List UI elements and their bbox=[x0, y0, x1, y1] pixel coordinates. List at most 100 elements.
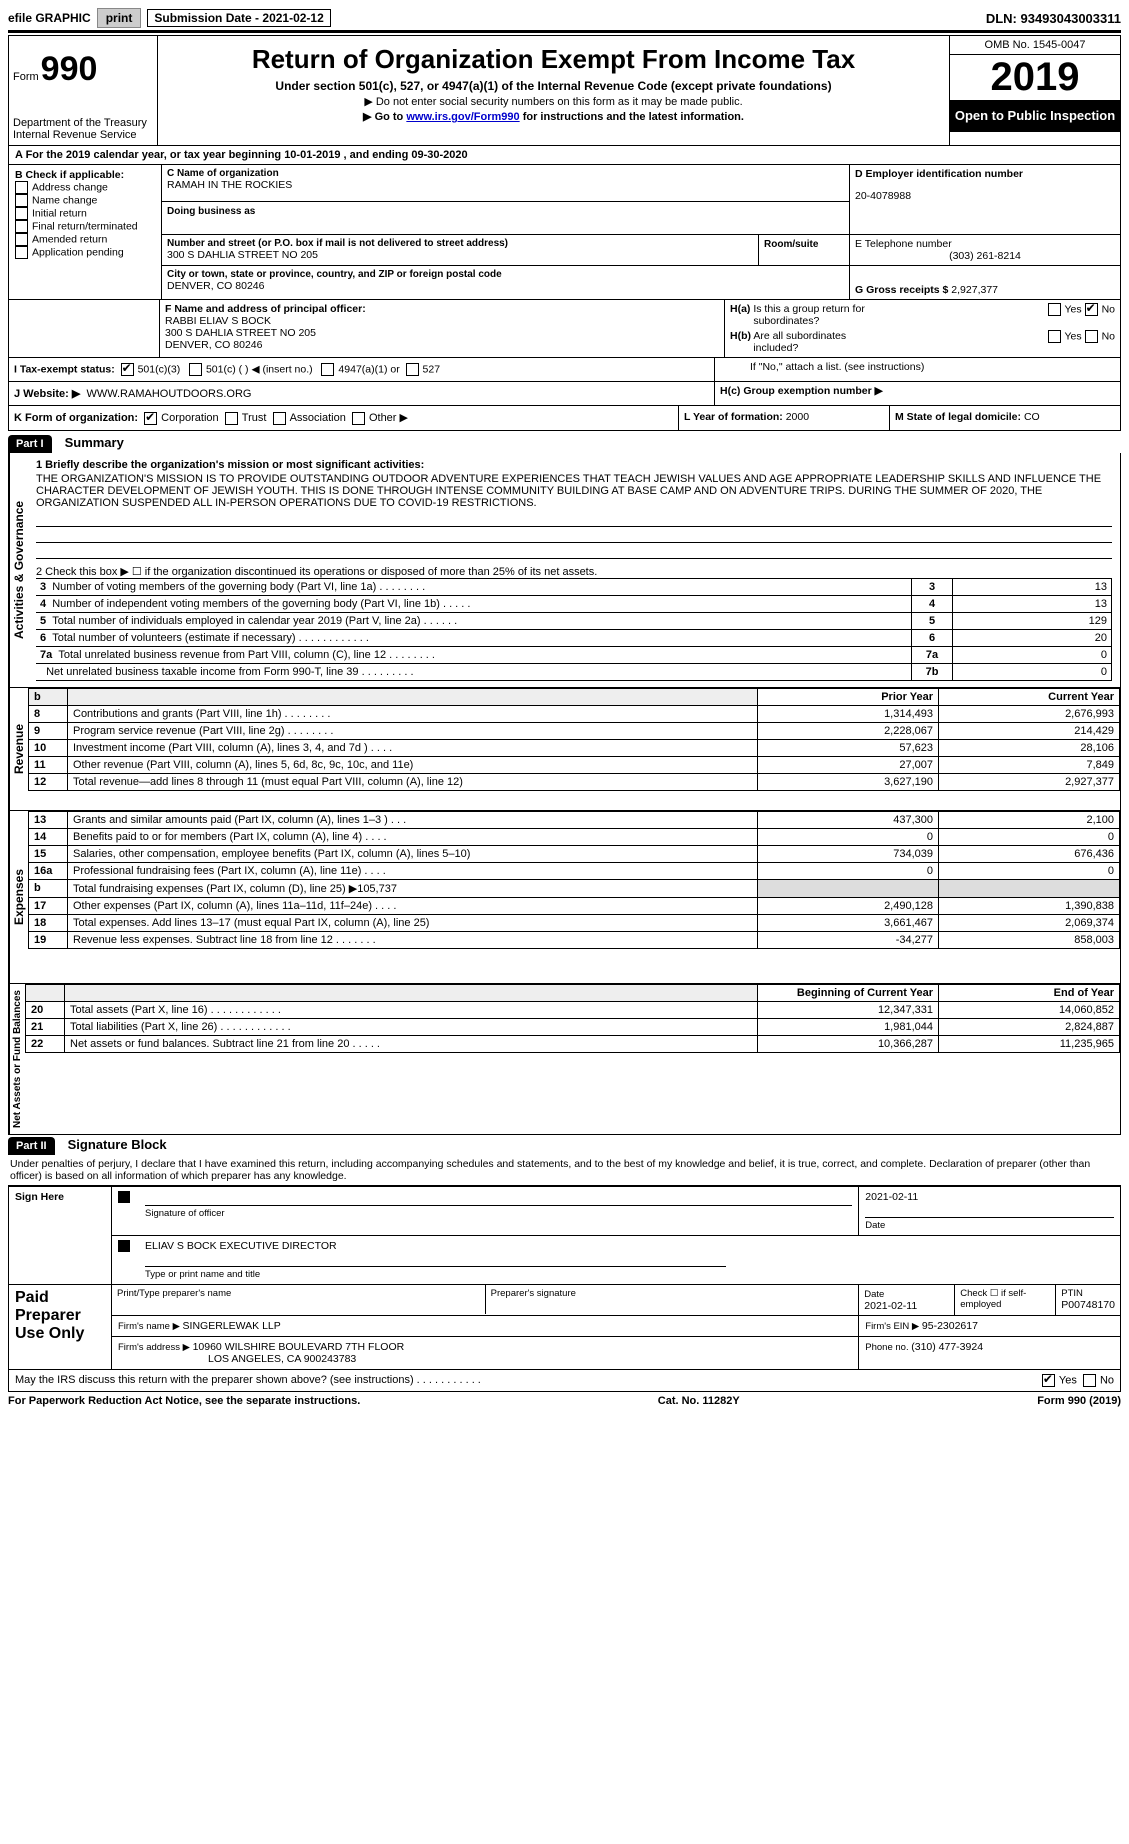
mission-lbl: 1 Briefly describe the organization's mi… bbox=[36, 459, 424, 471]
sig-officer-lbl: Signature of officer bbox=[145, 1208, 852, 1219]
hb-note: If "No," attach a list. (see instruction… bbox=[720, 361, 1115, 373]
irs-link[interactable]: www.irs.gov/Form990 bbox=[406, 111, 519, 123]
g-lbl: G Gross receipts $ bbox=[855, 284, 951, 296]
efile-label: efile GRAPHIC bbox=[8, 11, 91, 25]
period-row: A For the 2019 calendar year, or tax yea… bbox=[8, 146, 1121, 165]
firm-phone: (310) 477-3924 bbox=[911, 1341, 983, 1353]
chk-trust[interactable] bbox=[225, 412, 238, 425]
section-bcdeg: B Check if applicable: Address change Na… bbox=[8, 165, 1121, 300]
chk-527[interactable] bbox=[406, 363, 419, 376]
part2-label: Part II bbox=[8, 1137, 55, 1155]
discuss-yes[interactable] bbox=[1042, 1374, 1055, 1387]
c-name-lbl: C Name of organization bbox=[167, 168, 844, 179]
form-subtitle: Under section 501(c), 527, or 4947(a)(1)… bbox=[164, 79, 943, 93]
ha-no[interactable] bbox=[1085, 303, 1098, 316]
netassets-table: Beginning of Current YearEnd of Year20To… bbox=[25, 984, 1120, 1053]
governance-block: Activities & Governance 1 Briefly descri… bbox=[8, 453, 1121, 688]
chk-address[interactable] bbox=[15, 181, 28, 194]
ptin-lbl: PTIN bbox=[1061, 1288, 1115, 1299]
footer-right: Form 990 (2019) bbox=[1037, 1395, 1121, 1407]
discuss-no[interactable] bbox=[1083, 1374, 1096, 1387]
officer-addr2: DENVER, CO 80246 bbox=[165, 339, 719, 351]
j-lbl: J Website: ▶ bbox=[14, 388, 80, 400]
form-header: Form 990 Department of the Treasury Inte… bbox=[8, 35, 1121, 146]
chk-501c3[interactable] bbox=[121, 363, 134, 376]
chk-other[interactable] bbox=[352, 412, 365, 425]
revenue-table: bPrior YearCurrent Year8Contributions an… bbox=[28, 688, 1120, 791]
officer-name: RABBI ELIAV S BOCK bbox=[165, 315, 719, 327]
vert-revenue: Revenue bbox=[9, 688, 28, 810]
city-state-zip: DENVER, CO 80246 bbox=[167, 280, 844, 292]
line2: 2 Check this box ▶ ☐ if the organization… bbox=[36, 565, 1112, 578]
officer-sig-name: ELIAV S BOCK EXECUTIVE DIRECTOR bbox=[145, 1240, 1114, 1252]
footer-cat: Cat. No. 11282Y bbox=[658, 1395, 740, 1407]
hb-no[interactable] bbox=[1085, 330, 1098, 343]
submission-date-box: Submission Date - 2021-02-12 bbox=[147, 9, 330, 27]
revenue-block: Revenue bPrior YearCurrent Year8Contribu… bbox=[8, 688, 1121, 811]
officer-addr1: 300 S DAHLIA STREET NO 205 bbox=[165, 327, 719, 339]
hb-yes[interactable] bbox=[1048, 330, 1061, 343]
b-label: B Check if applicable: bbox=[15, 169, 124, 181]
sig-name-lbl: Type or print name and title bbox=[145, 1269, 1114, 1280]
part2-title: Signature Block bbox=[68, 1137, 167, 1152]
prep-name-lbl: Print/Type preparer's name bbox=[117, 1288, 480, 1299]
form-title: Return of Organization Exempt From Incom… bbox=[164, 44, 943, 75]
chk-assoc[interactable] bbox=[273, 412, 286, 425]
ein: 20-4078988 bbox=[855, 190, 1115, 202]
sign-here: Sign Here bbox=[9, 1186, 112, 1284]
firm-addr1: 10960 WILSHIRE BOULEVARD 7TH FLOOR bbox=[193, 1341, 405, 1353]
firm-ein: 95-2302617 bbox=[922, 1320, 978, 1332]
vert-governance: Activities & Governance bbox=[9, 453, 28, 687]
expenses-block: Expenses 13Grants and similar amounts pa… bbox=[8, 811, 1121, 984]
room-lbl: Room/suite bbox=[764, 239, 818, 250]
chk-amended[interactable] bbox=[15, 233, 28, 246]
state-domicile: CO bbox=[1024, 411, 1040, 423]
d-lbl: D Employer identification number bbox=[855, 168, 1023, 180]
pointer-icon-2 bbox=[118, 1240, 130, 1252]
note-link: ▶ Go to www.irs.gov/Form990 for instruct… bbox=[164, 110, 943, 123]
street-address: 300 S DAHLIA STREET NO 205 bbox=[167, 249, 753, 261]
print-button[interactable]: print bbox=[97, 8, 142, 28]
tax-year: 2019 bbox=[950, 55, 1120, 101]
gross-receipts: 2,927,377 bbox=[951, 284, 998, 296]
part1-title: Summary bbox=[65, 435, 124, 450]
addr-lbl: Number and street (or P.O. box if mail i… bbox=[167, 238, 753, 249]
signature-table: Sign Here Signature of officer 2021-02-1… bbox=[8, 1186, 1121, 1370]
governance-table: 3 Number of voting members of the govern… bbox=[36, 578, 1112, 681]
chk-pending[interactable] bbox=[15, 246, 28, 259]
firm-name: SINGERLEWAK LLP bbox=[183, 1320, 281, 1332]
footer-left: For Paperwork Reduction Act Notice, see … bbox=[8, 1395, 360, 1407]
city-lbl: City or town, state or province, country… bbox=[167, 269, 844, 280]
pointer-icon bbox=[118, 1191, 130, 1203]
department: Department of the Treasury Internal Reve… bbox=[13, 117, 153, 141]
chk-501c[interactable] bbox=[189, 363, 202, 376]
note-ssn: ▶ Do not enter social security numbers o… bbox=[164, 95, 943, 108]
ha-yes[interactable] bbox=[1048, 303, 1061, 316]
k-row: K Form of organization: Corporation Trus… bbox=[9, 406, 678, 430]
hc-lbl: H(c) Group exemption number ▶ bbox=[720, 385, 883, 397]
form-number: Form 990 bbox=[13, 50, 153, 89]
omb-number: OMB No. 1545-0047 bbox=[950, 36, 1120, 55]
perjury-text: Under penalties of perjury, I declare th… bbox=[8, 1155, 1121, 1186]
subdate-val: 2021-02-12 bbox=[262, 11, 323, 25]
subdate-lbl: Submission Date - bbox=[154, 11, 262, 25]
website: WWW.RAMAHOUTDOORS.ORG bbox=[86, 388, 251, 400]
footer: For Paperwork Reduction Act Notice, see … bbox=[8, 1395, 1121, 1407]
vert-netassets: Net Assets or Fund Balances bbox=[9, 984, 25, 1134]
e-lbl: E Telephone number bbox=[855, 238, 1115, 250]
netassets-block: Net Assets or Fund Balances Beginning of… bbox=[8, 984, 1121, 1135]
dba-lbl: Doing business as bbox=[167, 206, 255, 217]
chk-corp[interactable] bbox=[144, 412, 157, 425]
org-name: RAMAH IN THE ROCKIES bbox=[167, 179, 844, 191]
prep-date: 2021-02-11 bbox=[864, 1300, 917, 1312]
chk-name[interactable] bbox=[15, 194, 28, 207]
i-lbl: I Tax-exempt status: bbox=[14, 363, 115, 375]
chk-4947[interactable] bbox=[321, 363, 334, 376]
chk-initial[interactable] bbox=[15, 207, 28, 220]
sig-date: 2021-02-11 bbox=[865, 1191, 1114, 1203]
chk-final[interactable] bbox=[15, 220, 28, 233]
year-formation: 2000 bbox=[786, 411, 809, 423]
vert-expenses: Expenses bbox=[9, 811, 28, 983]
mission-text: THE ORGANIZATION'S MISSION IS TO PROVIDE… bbox=[36, 471, 1112, 511]
firm-addr2: LOS ANGELES, CA 900243783 bbox=[208, 1353, 356, 1365]
